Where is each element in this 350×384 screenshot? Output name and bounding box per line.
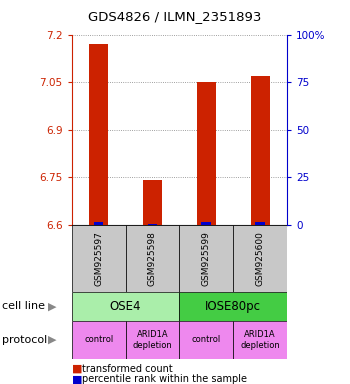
Text: GSM925597: GSM925597 — [94, 231, 103, 286]
Bar — [148, 224, 157, 225]
Bar — [72, 225, 126, 292]
Bar — [197, 82, 216, 225]
Text: GSM925599: GSM925599 — [202, 231, 211, 286]
Bar — [251, 76, 270, 225]
Text: percentile rank within the sample: percentile rank within the sample — [82, 374, 247, 384]
Text: GSM925598: GSM925598 — [148, 231, 157, 286]
Text: ▶: ▶ — [48, 301, 56, 311]
Text: ■: ■ — [72, 374, 82, 384]
Text: cell line: cell line — [2, 301, 45, 311]
Text: transformed count: transformed count — [82, 364, 173, 374]
Text: ARID1A
depletion: ARID1A depletion — [240, 330, 280, 349]
Text: control: control — [192, 335, 221, 344]
Bar — [202, 222, 211, 225]
Bar — [179, 225, 233, 292]
Text: ▶: ▶ — [48, 335, 56, 345]
Text: GSM925600: GSM925600 — [256, 231, 265, 286]
Bar — [89, 44, 108, 225]
Text: OSE4: OSE4 — [110, 300, 141, 313]
Bar — [255, 222, 265, 225]
Bar — [126, 321, 179, 359]
Text: control: control — [84, 335, 113, 344]
Text: ■: ■ — [72, 364, 82, 374]
Bar — [72, 292, 179, 321]
Text: GDS4826 / ILMN_2351893: GDS4826 / ILMN_2351893 — [88, 10, 262, 23]
Text: ARID1A
depletion: ARID1A depletion — [133, 330, 172, 349]
Bar — [126, 225, 179, 292]
Bar — [72, 321, 126, 359]
Bar — [233, 321, 287, 359]
Bar — [143, 180, 162, 225]
Text: IOSE80pc: IOSE80pc — [205, 300, 261, 313]
Bar — [179, 321, 233, 359]
Bar — [179, 292, 287, 321]
Bar — [233, 225, 287, 292]
Bar — [94, 222, 104, 225]
Text: protocol: protocol — [2, 335, 47, 345]
